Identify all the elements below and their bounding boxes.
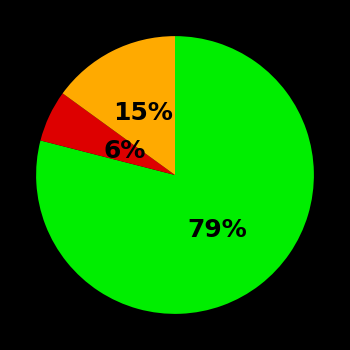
Wedge shape	[36, 36, 314, 314]
Wedge shape	[63, 36, 175, 175]
Text: 15%: 15%	[113, 101, 173, 125]
Text: 6%: 6%	[104, 139, 146, 163]
Text: 79%: 79%	[188, 218, 247, 242]
Wedge shape	[41, 93, 175, 175]
